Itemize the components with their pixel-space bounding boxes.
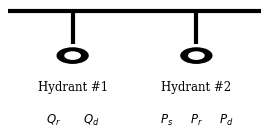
Circle shape [64, 51, 81, 60]
Circle shape [188, 51, 205, 60]
Text: $P_d$: $P_d$ [219, 113, 233, 128]
Text: $P_s$: $P_s$ [160, 113, 174, 128]
Text: Hydrant #1: Hydrant #1 [38, 81, 108, 94]
Text: Hydrant #2: Hydrant #2 [161, 81, 231, 94]
Circle shape [56, 47, 89, 64]
Text: $Q_d$: $Q_d$ [83, 113, 100, 128]
Text: $P_r$: $P_r$ [190, 113, 203, 128]
Text: $Q_r$: $Q_r$ [46, 113, 61, 128]
Circle shape [180, 47, 213, 64]
